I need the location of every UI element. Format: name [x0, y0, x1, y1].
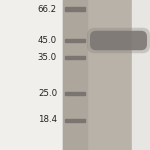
- Bar: [63, 0, 132, 150]
- Text: 45.0: 45.0: [38, 36, 57, 45]
- Bar: [65, 118, 85, 122]
- Bar: [65, 56, 85, 58]
- Text: 35.0: 35.0: [38, 52, 57, 62]
- Bar: [132, 0, 150, 150]
- Text: 18.4: 18.4: [38, 116, 57, 124]
- FancyBboxPatch shape: [87, 28, 150, 53]
- Bar: [65, 7, 85, 11]
- Bar: [65, 92, 85, 94]
- Text: 66.2: 66.2: [38, 4, 57, 14]
- Bar: [65, 39, 85, 42]
- FancyBboxPatch shape: [90, 31, 147, 50]
- Text: 25.0: 25.0: [38, 88, 57, 98]
- Bar: [63, 0, 87, 150]
